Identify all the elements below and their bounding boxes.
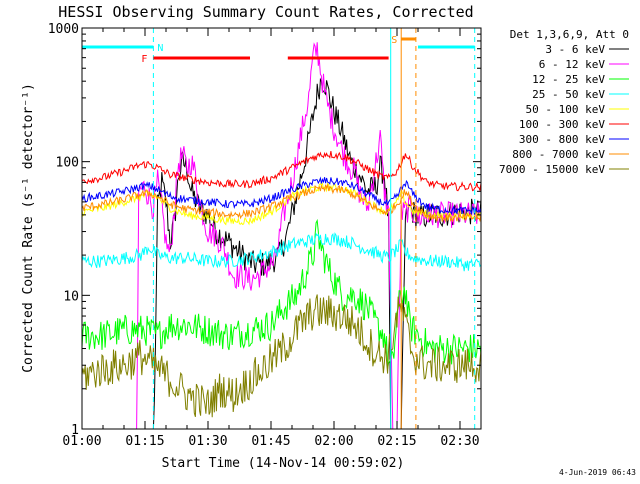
legend-label-6: 100 - 300 keV [519,118,605,131]
axis-layer: 01:00 01:15 01:30 01:45 02:00 02:15 02:30 1 10 10… [48,22,482,449]
legend-label-2: 6 - 12 keV [539,58,606,71]
x-tick-label-2: 01:15 [125,434,164,449]
series-line-6 [81,151,482,192]
legend-label-4: 25 - 50 keV [532,88,605,101]
x-axis-label: Start Time (14-Nov-14 00:59:02) [162,456,405,471]
flare-label: F [141,54,147,65]
x-tick-label-1: 01:00 [62,434,101,449]
y-tick-label-2: 10 [63,289,79,304]
series-line-9 [81,294,482,418]
night-label: N [157,43,163,54]
y-tick-label-3: 100 [56,156,79,171]
legend-label-3: 12 - 25 keV [532,73,605,86]
y-tick-label-4: 1000 [48,22,79,37]
saa-label: S [391,35,397,46]
legend-label-5: 50 - 100 keV [526,103,606,116]
series-line-4 [81,232,482,272]
x-tick-label-4: 01:45 [251,434,290,449]
legend-label-7: 300 - 800 keV [519,133,605,146]
plot-frame [81,27,482,430]
y-axis-label: Corrected Count Rate (s⁻¹ detector⁻¹) [21,83,36,373]
legend: Det 1,3,6,9, Att 0 3 - 6 keV 6 - 12 keV 12… [499,28,629,176]
footer-date: 4-Jun-2019 06:43 [559,468,636,477]
series-line-7 [81,176,482,216]
series-line-8 [81,183,482,223]
legend-label-8: 800 - 7000 keV [512,148,605,161]
series-line-3 [81,218,482,370]
legend-label-1: 3 - 6 keV [545,43,605,56]
x-tick-label-6: 02:15 [377,434,416,449]
annotation-layer: NF S [82,28,476,429]
x-tick-label-3: 01:30 [188,434,227,449]
legend-title: Det 1,3,6,9, Att 0 [510,28,629,41]
y-tick-label-1: 1 [71,423,79,438]
x-tick-label-5: 02:00 [314,434,353,449]
chart-title: HESSI Observing Summary Count Rates, Cor… [58,3,473,21]
x-tick-label-7: 02:30 [440,434,479,449]
series-layer [81,42,482,430]
legend-label-9: 7000 - 15000 keV [499,163,605,176]
series-line-2 [82,42,482,430]
